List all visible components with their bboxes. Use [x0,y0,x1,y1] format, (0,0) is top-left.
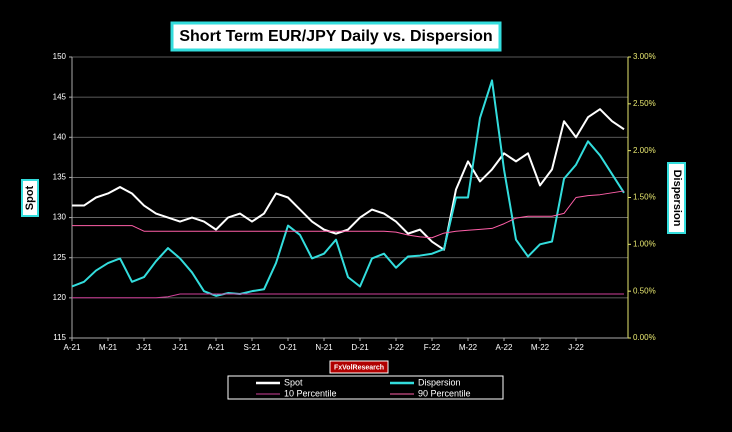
y2-tick-label: 0.00% [633,333,656,342]
y-label-box [21,179,39,217]
legend-label: Dispersion [418,377,461,387]
x-tick-label: M-22 [459,343,478,352]
x-tick-label: A-21 [64,343,81,352]
y2-label-box [667,162,686,234]
x-tick-label: J-22 [568,343,584,352]
series-line [72,190,625,239]
y2-axis-label: Dispersion [671,170,683,227]
title-box [170,21,502,52]
y-tick-label: 140 [53,132,67,141]
watermark-box [329,360,389,374]
y-tick-label: 125 [53,253,67,262]
x-tick-label: J-21 [172,343,188,352]
y-tick-label: 115 [53,333,66,342]
y2-tick-label: 2.00% [633,146,656,155]
x-tick-label: A-21 [208,343,225,352]
series-line [72,293,624,299]
x-tick-label: O-21 [279,343,297,352]
series-line [71,79,625,297]
y2-tick-label: 1.00% [633,239,656,248]
x-tick-label: J-21 [136,343,152,352]
chart-title: Short Term EUR/JPY Daily vs. Dispersion [179,28,492,45]
x-tick-label: M-21 [99,343,118,352]
x-tick-label: N-21 [315,343,333,352]
series-line [72,108,625,251]
legend-label: 90 Percentile [418,388,471,398]
x-tick-label: D-21 [351,343,369,352]
x-tick-label: J-22 [388,343,404,352]
y-axis-label: Spot [24,185,36,210]
x-tick-label: M-22 [531,343,550,352]
y2-tick-label: 3.00% [633,52,656,61]
legend-label: Spot [284,377,303,387]
y2-tick-label: 0.50% [633,286,656,295]
y-tick-label: 145 [53,92,67,101]
y-tick-label: 150 [53,52,67,61]
x-tick-label: S-21 [244,343,261,352]
y-tick-label: 120 [53,293,67,302]
watermark: FxVolResearch [334,364,384,371]
y-tick-label: 130 [53,213,67,222]
legend-box [227,375,504,400]
y2-tick-label: 1.50% [633,193,656,202]
y-tick-label: 135 [53,173,67,182]
y2-tick-label: 2.50% [633,99,656,108]
legend-label: 10 Percentile [284,388,337,398]
x-tick-label: A-22 [496,343,513,352]
x-tick-label: F-22 [424,343,441,352]
